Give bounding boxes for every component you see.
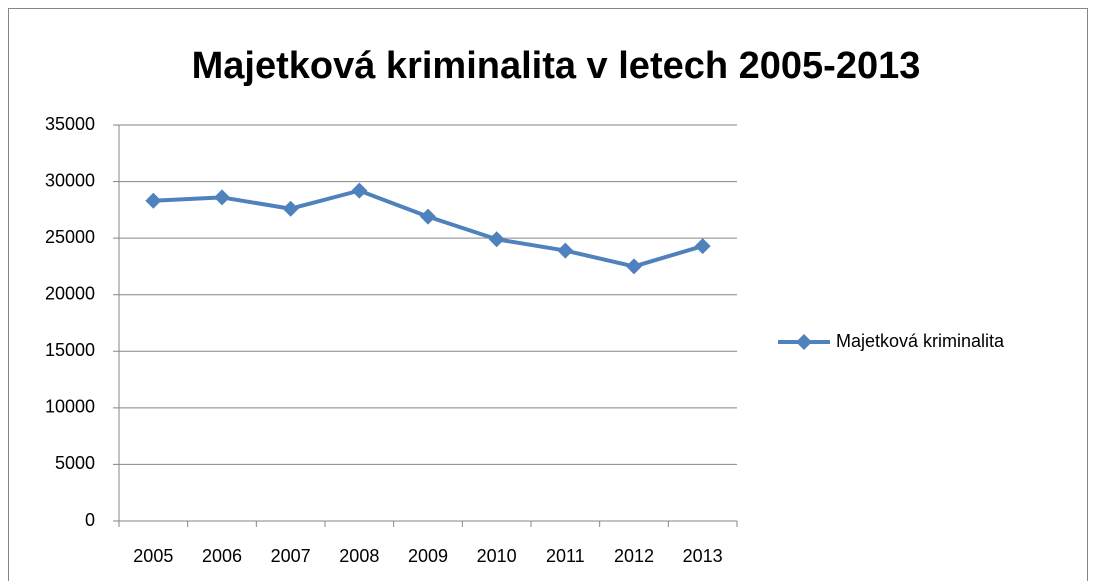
data-point <box>145 192 162 209</box>
x-tick-label: 2012 <box>614 546 654 566</box>
x-tick-label: 2010 <box>477 546 517 566</box>
data-point <box>282 200 299 217</box>
chart-title: Majetková kriminalita v letech 2005-2013 <box>192 45 921 87</box>
data-point <box>351 182 368 199</box>
y-tick-label: 30000 <box>45 170 95 190</box>
y-tick-label: 10000 <box>45 397 95 417</box>
data-point <box>694 238 711 255</box>
y-tick-label: 5000 <box>55 453 95 473</box>
data-point <box>214 189 230 206</box>
y-tick-label: 35000 <box>45 114 95 134</box>
legend-marker <box>796 334 812 350</box>
x-tick-label: 2013 <box>683 546 723 566</box>
data-point <box>557 242 574 259</box>
y-tick-label: 25000 <box>45 227 95 247</box>
data-point <box>488 231 505 248</box>
data-point <box>626 258 642 275</box>
x-tick-label: 2005 <box>133 546 173 566</box>
x-tick-label: 2009 <box>408 546 448 566</box>
x-tick-label: 2008 <box>339 546 379 566</box>
y-tick-label: 15000 <box>45 340 95 360</box>
x-tick-label: 2007 <box>271 546 311 566</box>
y-tick-label: 0 <box>85 510 95 530</box>
data-point <box>420 208 436 225</box>
legend-label: Majetková kriminalita <box>836 331 1005 351</box>
y-tick-label: 20000 <box>45 283 95 303</box>
x-tick-label: 2011 <box>546 546 585 566</box>
x-tick-label: 2006 <box>202 546 242 566</box>
